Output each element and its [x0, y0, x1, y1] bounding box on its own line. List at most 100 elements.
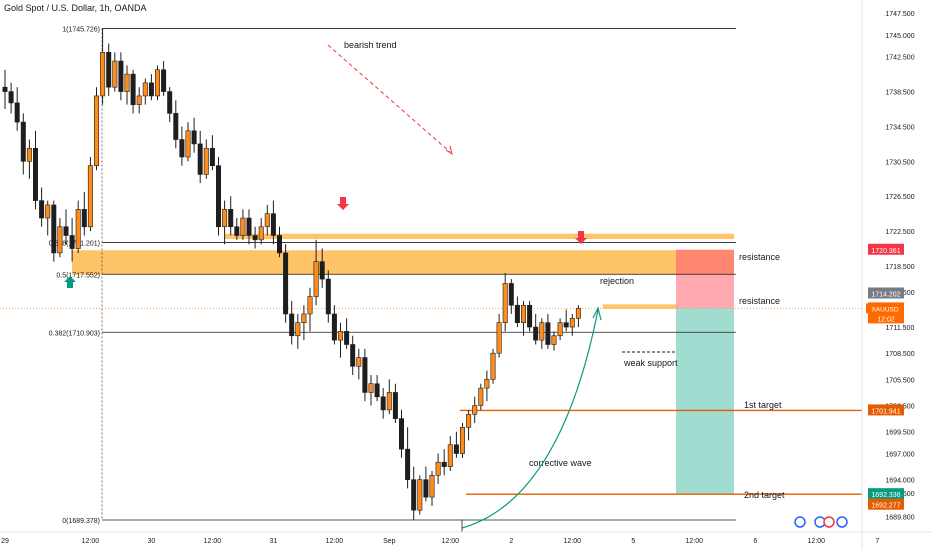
candle-body: [337, 331, 343, 341]
symbol-tag: [866, 303, 904, 314]
candle: [124, 65, 130, 105]
candle-body: [472, 405, 478, 415]
candle-body: [331, 313, 337, 341]
candle-body: [240, 217, 246, 236]
candle: [496, 313, 502, 358]
candle: [551, 331, 557, 351]
price-tick-label: 1730.500: [885, 159, 914, 166]
bearish-trend-arrowhead: [445, 145, 453, 156]
candle: [234, 218, 240, 240]
rejection-label: rejection: [600, 276, 634, 286]
candle-body: [411, 479, 417, 511]
zones-layer: [72, 233, 734, 309]
resistance-zone: [603, 304, 678, 309]
candle: [331, 305, 337, 345]
corrective-wave-curve: [461, 309, 599, 529]
candle-body: [447, 444, 453, 467]
candle-body: [63, 226, 69, 236]
candle-body: [539, 322, 545, 341]
time-tick-label: 12:00: [82, 538, 100, 545]
candle: [87, 156, 93, 232]
candle: [307, 287, 313, 332]
candle-body: [106, 52, 112, 88]
price-tag: [868, 498, 904, 510]
candle: [453, 431, 459, 458]
time-tick-label: 31: [270, 538, 278, 545]
candle: [81, 191, 87, 236]
time-tick-label: 30: [148, 538, 156, 545]
price-tag: [868, 488, 904, 500]
candle: [423, 466, 429, 502]
candle: [301, 305, 307, 341]
time-tick-label: 12:00: [204, 538, 222, 545]
fib-label: 0(1689.378): [62, 518, 100, 525]
candle-body: [502, 283, 508, 323]
candle: [545, 313, 551, 349]
economic-event-icon[interactable]: [823, 516, 835, 528]
candle-body: [203, 147, 209, 175]
candle-body: [374, 383, 380, 398]
price-tick-label: 1694.000: [885, 478, 914, 485]
price-tick-label: 1747.500: [885, 11, 914, 18]
resistance-zone: [72, 250, 734, 275]
time-tick-label: 6: [753, 538, 757, 545]
candle-body: [75, 209, 81, 249]
time-axis: 29 12:00 30 12:00 31 12:00 Sep 12:00 2 12:00 5 12:0…: [0, 531, 932, 545]
price-tag-label: 1701.941: [871, 408, 900, 415]
candle-body: [87, 165, 93, 228]
candle: [8, 82, 14, 114]
price-tick-label: 1718.500: [885, 264, 914, 271]
price-tick-label: 1745.000: [885, 33, 914, 40]
fib-label: 0.5(1717.552): [56, 272, 100, 279]
candle-body: [459, 427, 465, 454]
price-tag: [868, 287, 904, 299]
candle-body: [569, 318, 575, 328]
bearish-trend-label: bearish trend: [344, 40, 397, 50]
candle-body: [161, 69, 167, 92]
candle: [472, 396, 478, 423]
candle-body: [435, 461, 441, 476]
time-tick-label: 5: [631, 538, 635, 545]
candle: [39, 187, 45, 227]
candle-body: [484, 379, 490, 389]
candle-body: [575, 308, 581, 319]
candle-body: [514, 304, 520, 323]
candle-body: [81, 209, 87, 228]
candle-body: [429, 475, 435, 498]
candle: [63, 209, 69, 245]
candle: [130, 69, 136, 114]
price-tick-label: 1734.500: [885, 124, 914, 131]
symbol-tag-label: XAUUSD: [871, 306, 898, 313]
candle: [203, 139, 209, 179]
down-arrow-1: [337, 197, 349, 210]
price-tag: [868, 312, 904, 324]
candle: [45, 200, 51, 236]
candle: [14, 87, 20, 131]
candle: [374, 375, 380, 402]
candle: [51, 200, 57, 262]
price-tick-label: 1722.500: [885, 229, 914, 236]
candle-body: [252, 235, 258, 241]
candle: [167, 87, 173, 123]
candle: [441, 449, 447, 476]
candle: [514, 296, 520, 328]
candle: [368, 375, 374, 406]
candle: [575, 305, 581, 328]
price-tag-label: 1692.277: [871, 503, 900, 510]
economic-event-icon[interactable]: [836, 516, 848, 528]
economic-event-icon[interactable]: [794, 516, 806, 528]
price-tag-label: 12:02: [877, 316, 895, 323]
candle-body: [167, 91, 173, 114]
candle: [502, 272, 508, 332]
candle-body: [405, 448, 411, 480]
candle: [380, 388, 386, 419]
candle-body: [14, 102, 20, 123]
candle-body: [118, 60, 124, 92]
candle-body: [222, 209, 228, 228]
time-tick-label: 29: [1, 538, 9, 545]
candle-body: [197, 143, 203, 175]
target-2-label: 2nd target: [744, 490, 785, 500]
candle-body: [112, 60, 118, 88]
